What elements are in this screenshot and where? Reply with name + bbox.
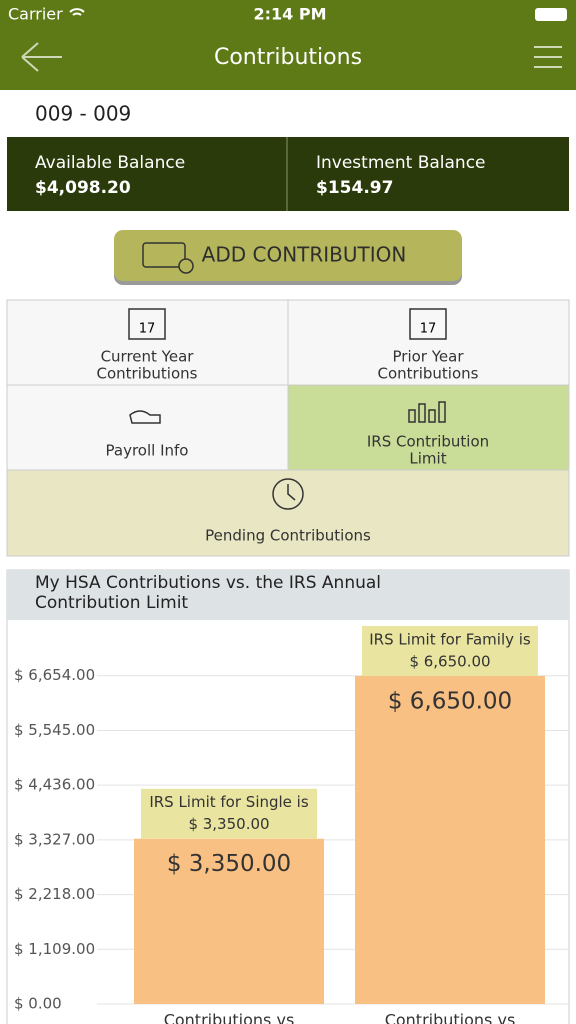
bar	[355, 675, 545, 1004]
x-tick-label: Contributions vs	[164, 1011, 295, 1024]
clock-hands	[287, 484, 296, 501]
nav-title: Contributions	[214, 45, 362, 70]
chart-header	[7, 570, 569, 620]
button-label: ADD CONTRIBUTION	[202, 243, 407, 267]
calendar-icon	[409, 308, 447, 340]
chart-title: My HSA Contributions vs. the IRS Annual	[35, 573, 381, 593]
y-tick-label: $ 3,327.00	[14, 830, 95, 848]
chart-title: Contribution Limit	[35, 593, 188, 613]
money-icon	[142, 242, 186, 268]
tile-label: Prior Year	[393, 348, 465, 366]
add-contribution-button[interactable]: ADD CONTRIBUTION	[114, 230, 462, 285]
y-tick-label: $ 5,545.00	[14, 721, 95, 739]
annotation: IRS Limit for Single is	[149, 793, 309, 811]
tile-label: Current Year	[101, 348, 195, 366]
tile-label: Payroll Info	[106, 442, 189, 460]
time: 2:14 PM	[253, 5, 326, 24]
y-tick-label: $ 0.00	[14, 995, 62, 1013]
y-tick-label: $ 1,109.00	[14, 940, 95, 958]
tile-label: Contributions	[378, 365, 479, 383]
y-tick-label: $ 4,436.00	[14, 776, 95, 794]
calendar-icon	[128, 308, 166, 340]
tile-label: Pending Contributions	[205, 527, 371, 545]
account-id: 009 - 009	[35, 102, 131, 126]
annotation: $ 6,650.00	[409, 652, 490, 670]
back-button[interactable]	[21, 42, 62, 72]
tile-label: Limit	[409, 450, 446, 468]
limit-icon	[408, 401, 446, 423]
menu-button[interactable]	[534, 46, 562, 68]
y-tick-label: $ 2,218.00	[14, 885, 95, 903]
annotation-box	[141, 788, 317, 839]
balance-label: Available Balance	[35, 153, 185, 173]
battery	[535, 8, 567, 21]
balance-label: Investment Balance	[316, 153, 486, 173]
calendar-day: 17	[420, 322, 437, 337]
button-bg	[114, 230, 462, 281]
y-tick-label: $ 6,654.00	[14, 666, 95, 684]
calendar-day: 17	[139, 322, 156, 337]
value-label: $ 3,350.00	[167, 851, 291, 877]
balance-amount: $154.97	[316, 178, 393, 198]
tile-label: Contributions	[97, 365, 198, 383]
value-label: $ 6,650.00	[388, 688, 512, 714]
x-tick-label: Contributions vs	[385, 1011, 516, 1024]
balance-panel	[7, 137, 569, 211]
tile-label: IRS Contribution	[367, 433, 489, 451]
wifi-icon	[69, 8, 85, 16]
annotation: IRS Limit for Family is	[369, 630, 531, 648]
bar	[134, 838, 324, 1004]
tile[interactable]	[6, 299, 289, 386]
header-bg	[0, 0, 576, 90]
clock-icon	[272, 478, 304, 510]
balance-amount: $4,098.20	[35, 178, 131, 198]
annotation-box	[362, 625, 538, 676]
tile[interactable]	[287, 384, 570, 471]
tiles: 17 Current Year Contributions 17 Prior Y…	[6, 299, 570, 557]
tile[interactable]	[287, 299, 570, 386]
annotation: $ 3,350.00	[188, 815, 269, 833]
plus-icon	[178, 258, 194, 274]
payroll-icon	[129, 410, 161, 424]
carrier: Carrier	[8, 5, 63, 24]
